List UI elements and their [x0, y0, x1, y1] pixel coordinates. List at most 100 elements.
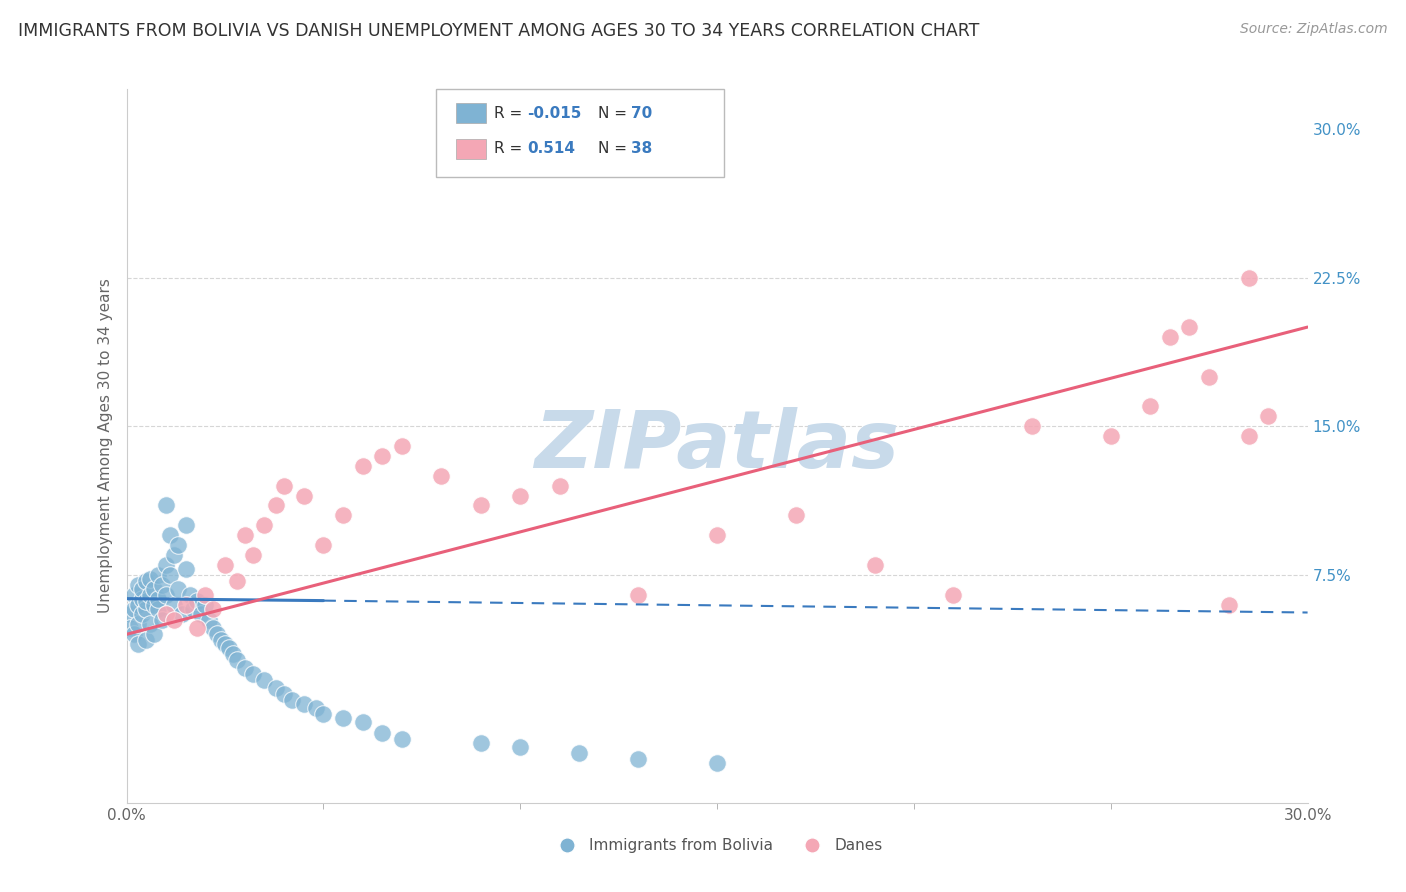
Point	[332, 508, 354, 523]
Point	[627, 752, 650, 766]
Point	[143, 627, 166, 641]
Point	[470, 499, 492, 513]
Point	[146, 567, 169, 582]
Point	[174, 598, 197, 612]
Text: Source: ZipAtlas.com: Source: ZipAtlas.com	[1240, 22, 1388, 37]
Point	[352, 714, 374, 729]
Point	[194, 598, 217, 612]
Point	[391, 439, 413, 453]
Point	[186, 621, 208, 635]
Text: IMMIGRANTS FROM BOLIVIA VS DANISH UNEMPLOYMENT AMONG AGES 30 TO 34 YEARS CORRELA: IMMIGRANTS FROM BOLIVIA VS DANISH UNEMPL…	[18, 22, 980, 40]
Point	[1237, 270, 1260, 285]
Point	[214, 637, 236, 651]
Point	[706, 756, 728, 771]
Point	[312, 706, 335, 721]
Point	[548, 478, 571, 492]
Point	[218, 641, 240, 656]
Point	[159, 528, 181, 542]
Point	[159, 567, 181, 582]
Text: 0.514: 0.514	[527, 142, 575, 156]
Point	[509, 740, 531, 755]
Point	[214, 558, 236, 572]
Point	[179, 588, 201, 602]
Point	[209, 633, 232, 648]
Text: R =: R =	[494, 106, 522, 120]
Point	[143, 598, 166, 612]
Point	[150, 578, 173, 592]
Point	[371, 449, 394, 463]
Text: 70: 70	[631, 106, 652, 120]
Point	[174, 518, 197, 533]
Point	[155, 588, 177, 602]
Point	[155, 607, 177, 622]
Point	[1159, 330, 1181, 344]
Point	[706, 528, 728, 542]
Text: 38: 38	[631, 142, 652, 156]
Point	[863, 558, 886, 572]
Legend: Immigrants from Bolivia, Danes: Immigrants from Bolivia, Danes	[546, 832, 889, 859]
Text: -0.015: -0.015	[527, 106, 582, 120]
Point	[194, 588, 217, 602]
Point	[202, 621, 225, 635]
Point	[430, 468, 453, 483]
Point	[139, 617, 162, 632]
Point	[242, 548, 264, 562]
Point	[1139, 400, 1161, 414]
Point	[127, 637, 149, 651]
Point	[352, 458, 374, 473]
Point	[127, 598, 149, 612]
Point	[198, 614, 221, 628]
Point	[131, 591, 153, 606]
Point	[470, 736, 492, 750]
Point	[146, 591, 169, 606]
Point	[124, 601, 146, 615]
Point	[139, 588, 162, 602]
Point	[163, 614, 186, 628]
Point	[135, 633, 157, 648]
Point	[273, 687, 295, 701]
Point	[202, 601, 225, 615]
Point	[253, 673, 276, 687]
Point	[150, 614, 173, 628]
Point	[127, 578, 149, 592]
Text: ZIPatlas: ZIPatlas	[534, 407, 900, 485]
Point	[163, 548, 186, 562]
Point	[120, 621, 142, 635]
Point	[281, 692, 304, 706]
Point	[273, 478, 295, 492]
Point	[166, 582, 188, 596]
Point	[253, 518, 276, 533]
Point	[264, 499, 287, 513]
Point	[131, 607, 153, 622]
Point	[186, 593, 208, 607]
Point	[183, 601, 205, 615]
Point	[205, 627, 228, 641]
Point	[127, 617, 149, 632]
Text: R =: R =	[494, 142, 522, 156]
Point	[568, 746, 591, 760]
Point	[174, 562, 197, 576]
Point	[627, 588, 650, 602]
Point	[166, 538, 188, 552]
Point	[942, 588, 965, 602]
Point	[233, 661, 256, 675]
Point	[292, 697, 315, 711]
Point	[1099, 429, 1122, 443]
Text: N =: N =	[598, 106, 627, 120]
Point	[1257, 409, 1279, 424]
Point	[264, 681, 287, 695]
Point	[509, 489, 531, 503]
Text: N =: N =	[598, 142, 627, 156]
Point	[242, 667, 264, 681]
Point	[135, 574, 157, 588]
Point	[1237, 429, 1260, 443]
Point	[120, 607, 142, 622]
Point	[131, 582, 153, 596]
Point	[1218, 598, 1240, 612]
Point	[1198, 369, 1220, 384]
Point	[233, 528, 256, 542]
Point	[190, 607, 212, 622]
Point	[312, 538, 335, 552]
Y-axis label: Unemployment Among Ages 30 to 34 years: Unemployment Among Ages 30 to 34 years	[97, 278, 112, 614]
Point	[1178, 320, 1201, 334]
